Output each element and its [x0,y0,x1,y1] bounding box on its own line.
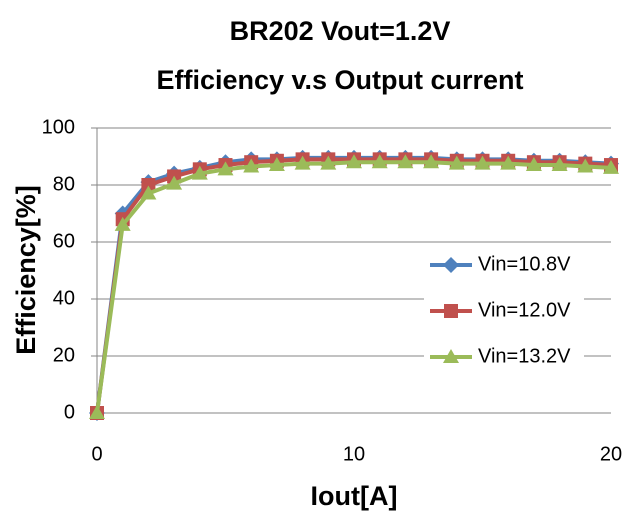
legend-marker [443,257,459,273]
data-point [268,157,285,172]
y-axis-title: Efficiency[%] [11,185,41,355]
data-point [474,155,491,170]
data-point [551,157,568,172]
data-point [217,161,234,176]
y-tick-label: 80 [53,173,75,195]
series-line [95,160,612,414]
data-point [423,154,440,169]
x-tick-label: 20 [600,443,622,465]
y-tick-label: 40 [53,287,75,309]
data-point [500,155,517,170]
legend-marker [444,304,458,318]
x-tick-label: 0 [91,443,102,465]
data-point [141,178,156,192]
series-line [95,157,612,414]
chart-title: BR202 Vout=1.2V [230,16,451,46]
chart-subtitle: Efficiency v.s Output current [156,65,523,95]
legend-label: Vin=12.0V [478,299,571,321]
data-point [371,154,388,169]
data-point [114,216,131,231]
y-tick-label: 0 [64,401,75,423]
data-point [346,154,362,169]
data-point [166,175,183,190]
data-point [448,155,465,170]
legend-label: Vin=13.2V [478,345,571,367]
x-tick-label: 10 [343,443,365,465]
x-axis-title: Iout[A] [311,481,398,511]
y-tick-label: 20 [53,344,75,366]
data-point [525,157,542,172]
data-point [191,165,208,180]
data-point [140,185,157,200]
data-point [320,155,337,170]
legend-label: Vin=10.8V [478,253,571,275]
data-point [243,158,260,173]
series-line [95,155,612,414]
legend-marker [443,349,459,363]
data-point [294,155,311,170]
data-point [397,154,414,169]
data-point [603,159,619,174]
data-point [577,158,594,173]
y-tick-label: 60 [53,230,75,252]
data-point [89,405,105,419]
y-tick-label: 100 [42,116,75,138]
